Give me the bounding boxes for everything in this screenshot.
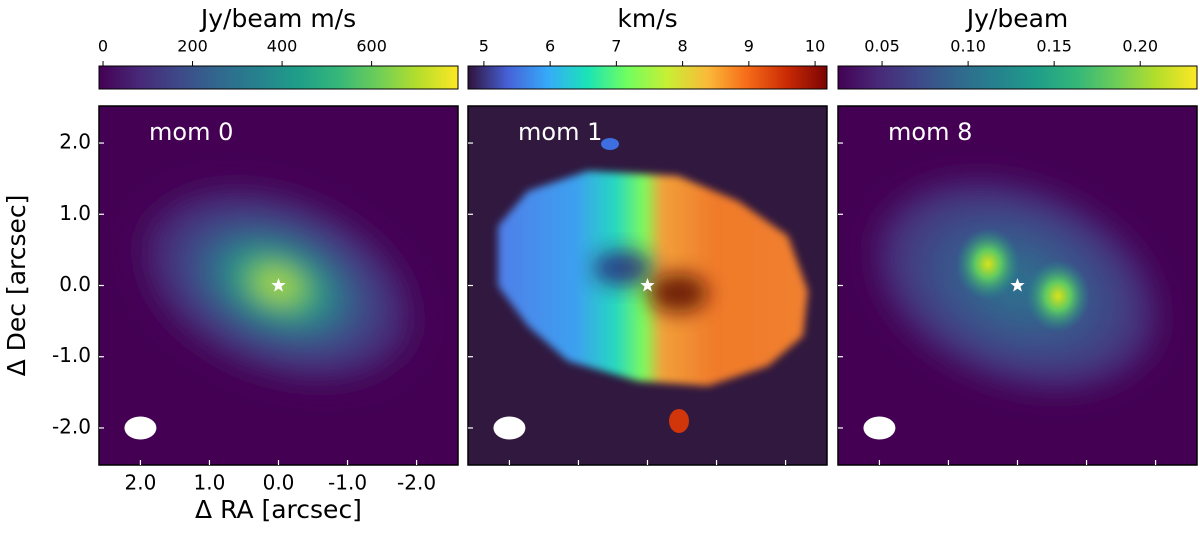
beam <box>493 416 526 440</box>
colorbar-tick-label: 0 <box>98 37 108 56</box>
y-tick-label: 1.0 <box>59 201 91 225</box>
x-tick-label: -2.0 <box>397 471 436 495</box>
y-tick-label: 2.0 <box>59 130 91 154</box>
colorbar-tick-label: 0.10 <box>950 37 986 56</box>
colorbar <box>98 65 459 90</box>
colorbar-tick-label: 400 <box>267 37 298 56</box>
star-marker <box>1010 278 1025 292</box>
colorbar-tick-label: 6 <box>545 37 555 56</box>
beam <box>124 416 157 440</box>
colorbar-tick-label: 7 <box>611 37 621 56</box>
y-tick-label: -1.0 <box>52 343 91 367</box>
colorbar-tick-label: 5 <box>479 37 489 56</box>
x-axis-label: Δ RA [arcsec] <box>195 495 362 524</box>
star-marker <box>640 278 655 292</box>
x-tick-label: 2.0 <box>125 471 157 495</box>
panel-annotation: mom 0 <box>149 118 233 146</box>
panel-annotation: mom 1 <box>518 118 602 146</box>
colorbar <box>467 65 828 90</box>
beam <box>863 416 896 440</box>
x-tick-label: -1.0 <box>328 471 367 495</box>
colorbar-label: Jy/beam <box>965 4 1069 33</box>
colorbar-tick-label: 0.20 <box>1122 37 1158 56</box>
colorbar <box>837 65 1198 90</box>
colorbar-tick-label: 0.05 <box>864 37 900 56</box>
colorbar-label: km/s <box>617 4 677 33</box>
star-marker <box>271 278 286 292</box>
colorbar-tick-label: 9 <box>744 37 754 56</box>
colorbar-tick-label: 600 <box>356 37 387 56</box>
y-tick-label: 0.0 <box>59 272 91 296</box>
x-tick-label: 0.0 <box>263 471 295 495</box>
colorbar-tick-label: 0.15 <box>1036 37 1072 56</box>
colorbar-tick-label: 10 <box>805 37 825 56</box>
y-axis-label: Δ Dec [arcsec] <box>2 195 31 377</box>
colorbar-tick-label: 8 <box>678 37 688 56</box>
panel-annotation: mom 8 <box>888 118 972 146</box>
x-tick-label: 1.0 <box>194 471 226 495</box>
colorbar-label: Jy/beam m/s <box>199 4 356 33</box>
y-tick-label: -2.0 <box>52 414 91 438</box>
colorbar-tick-label: 200 <box>177 37 208 56</box>
